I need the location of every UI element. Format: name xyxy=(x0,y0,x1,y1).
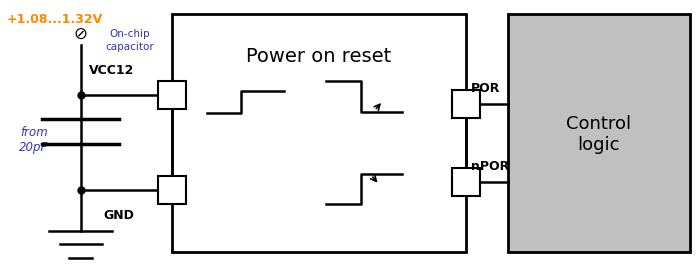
Bar xyxy=(158,81,186,109)
Text: Power on reset: Power on reset xyxy=(246,46,391,66)
Text: Control
logic: Control logic xyxy=(566,115,631,154)
Bar xyxy=(172,14,466,252)
Text: nPOR: nPOR xyxy=(471,160,510,173)
Bar xyxy=(508,14,690,252)
Text: from
20pF: from 20pF xyxy=(19,125,48,155)
Text: GND: GND xyxy=(104,209,134,222)
Text: $\oslash$: $\oslash$ xyxy=(74,25,88,43)
Bar xyxy=(452,90,480,118)
Text: POR: POR xyxy=(471,82,500,95)
Text: VCC12: VCC12 xyxy=(90,64,134,76)
Text: On-chip
capacitor: On-chip capacitor xyxy=(105,29,154,52)
Text: +1.08...1.32V: +1.08...1.32V xyxy=(7,13,104,26)
Bar xyxy=(158,176,186,204)
Bar xyxy=(452,168,480,196)
